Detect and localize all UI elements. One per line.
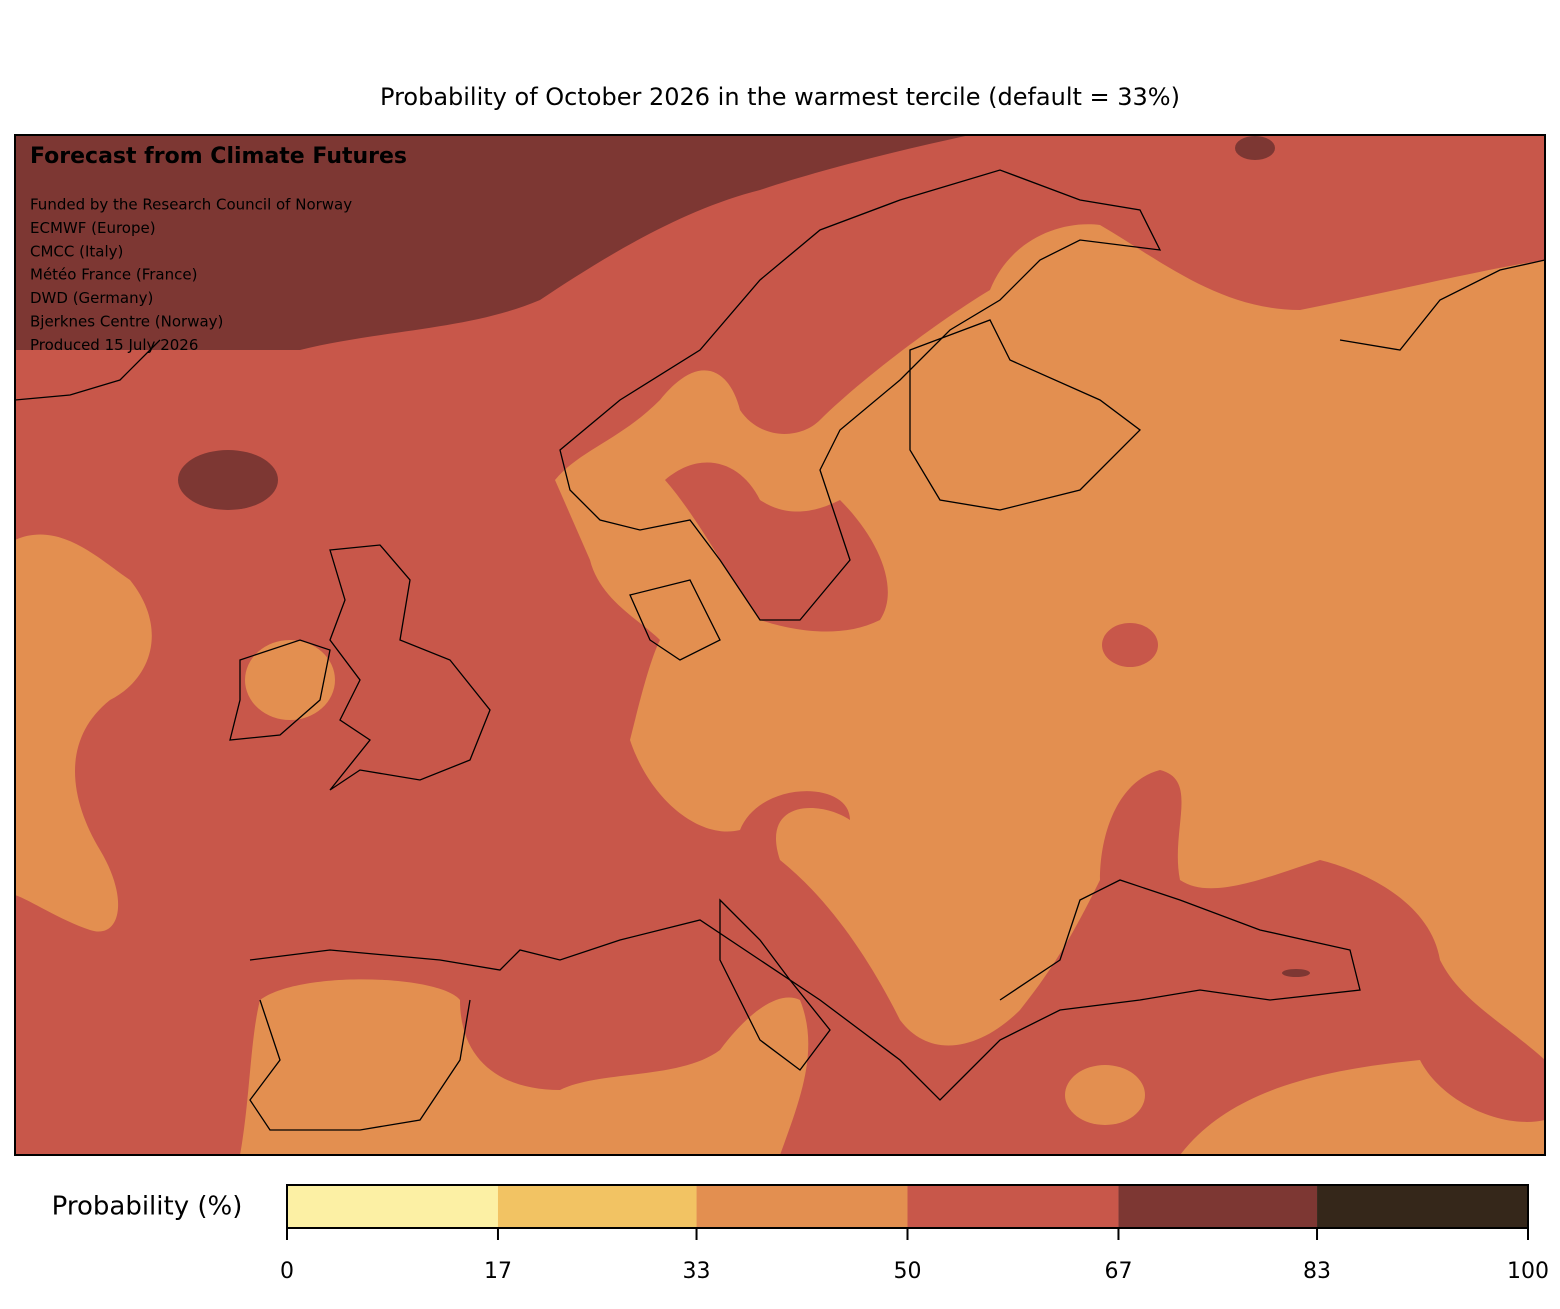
colorbar-tick-label: 83 [1303,1259,1331,1284]
map-title: Probability of October 2026 in the warme… [380,83,1180,111]
colorbar-segment [287,1185,498,1228]
colorbar-segment [696,1185,908,1228]
colorbar-tick-label: 33 [683,1259,711,1284]
colorbar-segment [907,1185,1119,1228]
credit-line: Météo France (France) [30,266,197,284]
credit-line: CMCC (Italy) [30,242,123,260]
region-67-83 [15,135,1310,977]
region-33-50 [15,224,1545,1155]
colorbar-tick-label: 100 [1507,1259,1549,1284]
colorbar-tick-label: 17 [484,1259,512,1284]
credit-line: Funded by the Research Council of Norway [30,196,352,214]
colorbar-segment [1317,1185,1528,1228]
credits: Funded by the Research Council of Norway… [30,196,352,354]
coastlines [15,169,1545,1131]
colorbar: 0 17 33 50 67 83 100 [280,1184,1549,1284]
credit-line: Bjerknes Centre (Norway) [30,313,223,331]
credit-line: Produced 15 July 2026 [30,336,198,354]
map [15,135,1545,1155]
annotation-heading: Forecast from Climate Futures [30,144,407,169]
colorbar-tick-label: 0 [280,1259,294,1284]
colorbar-segment [1118,1185,1318,1228]
map-frame [14,134,1546,1156]
colorbar-segment [497,1185,697,1228]
credit-line: ECMWF (Europe) [30,219,156,237]
colorbar-label: Probability (%) [52,1192,243,1222]
colorbar-tick-label: 50 [894,1259,922,1284]
credit-line: DWD (Germany) [30,289,153,307]
colorbar-tick-label: 67 [1104,1259,1132,1284]
